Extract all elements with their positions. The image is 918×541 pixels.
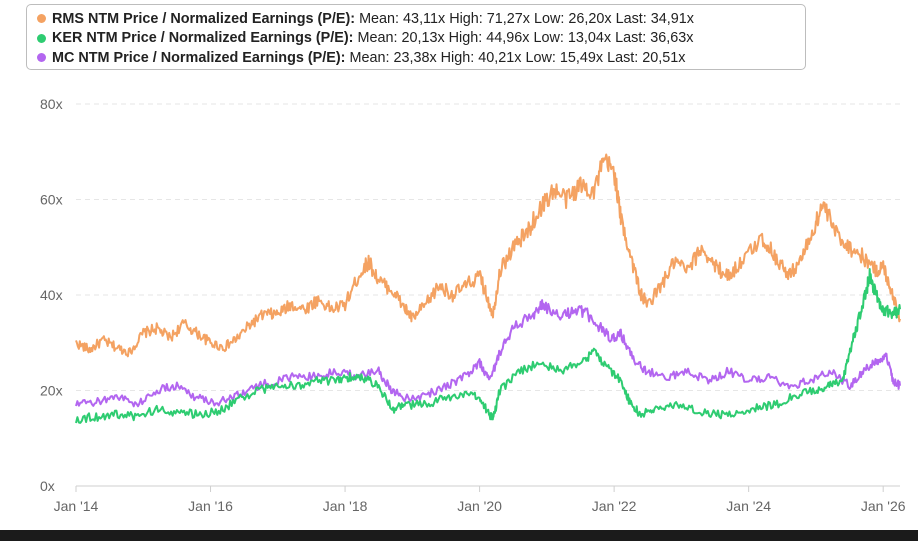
series-line-mc	[75, 299, 901, 408]
x-tick-label-2024: Jan '24	[726, 498, 771, 514]
legend-stats-mc: Mean: 23,38x High: 40,21x Low: 15,49x La…	[349, 49, 686, 66]
bottom-bar	[0, 530, 918, 541]
legend-label-mc: MC NTM Price / Normalized Earnings (P/E)…	[52, 49, 346, 66]
series-line-rms	[75, 153, 901, 358]
legend-label-rms: RMS NTM Price / Normalized Earnings (P/E…	[52, 10, 356, 27]
legend-label-ker: KER NTM Price / Normalized Earnings (P/E…	[52, 30, 354, 47]
y-tick-label-0: 0x	[40, 478, 55, 494]
x-tick-label-2016: Jan '16	[188, 498, 233, 514]
legend-item-mc[interactable]: MC NTM Price / Normalized Earnings (P/E)…	[37, 48, 805, 68]
chart-legend: RMS NTM Price / Normalized Earnings (P/E…	[26, 4, 806, 70]
x-tick-label-2026: Jan '26	[861, 498, 906, 514]
x-tick-label-2022: Jan '22	[592, 498, 637, 514]
x-tick-label-2018: Jan '18	[323, 498, 368, 514]
y-tick-label-20: 20x	[40, 383, 63, 399]
ker-dot-icon	[37, 33, 46, 43]
legend-stats-rms: Mean: 43,11x High: 71,27x Low: 26,20x La…	[359, 10, 694, 27]
legend-item-rms[interactable]: RMS NTM Price / Normalized Earnings (P/E…	[37, 9, 805, 29]
series-line-ker	[75, 268, 901, 424]
legend-stats-ker: Mean: 20,13x High: 44,96x Low: 13,04x La…	[357, 30, 694, 47]
y-tick-label-40: 40x	[40, 287, 63, 303]
y-tick-label-60: 60x	[40, 192, 63, 208]
x-tick-label-2020: Jan '20	[457, 498, 502, 514]
x-tick-label-2014: Jan '14	[54, 498, 99, 514]
mc-dot-icon	[37, 53, 46, 63]
y-tick-label-80: 80x	[40, 96, 63, 112]
legend-item-ker[interactable]: KER NTM Price / Normalized Earnings (P/E…	[37, 29, 805, 49]
rms-dot-icon	[37, 14, 46, 24]
